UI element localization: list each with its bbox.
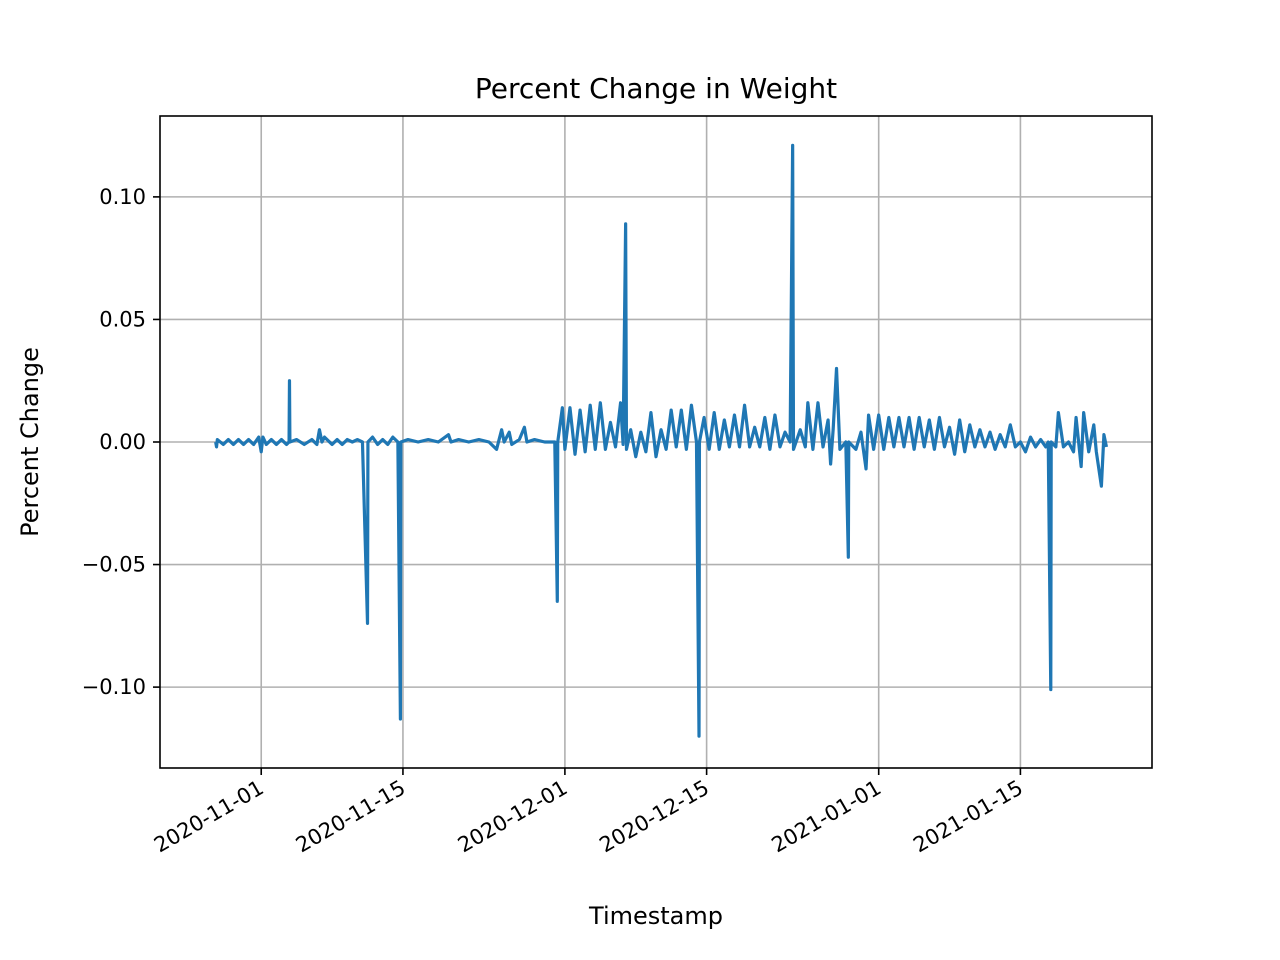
y-tick-label: 0.05 bbox=[99, 307, 146, 331]
y-tick-label: −0.10 bbox=[82, 675, 146, 699]
y-axis-label: Percent Change bbox=[16, 347, 44, 537]
y-tick-label: 0.00 bbox=[99, 430, 146, 454]
series-layer bbox=[214, 143, 1109, 738]
series-line bbox=[214, 143, 1109, 738]
x-axis-label: Timestamp bbox=[588, 902, 723, 930]
y-tick-label: 0.10 bbox=[99, 185, 146, 209]
chart-title: Percent Change in Weight bbox=[475, 72, 837, 105]
y-tick-label: −0.05 bbox=[82, 553, 146, 577]
